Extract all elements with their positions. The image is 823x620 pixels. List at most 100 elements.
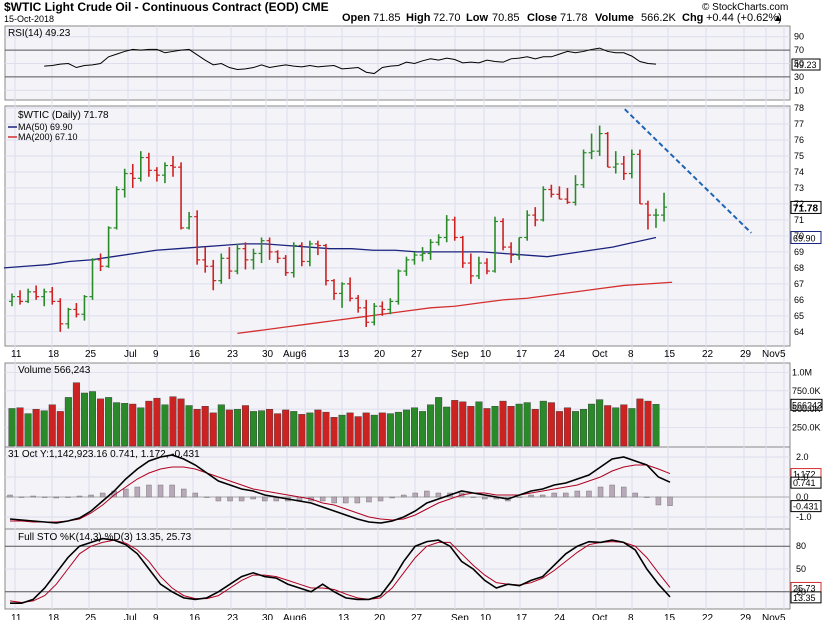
rsi-tick: 30: [794, 72, 804, 82]
x-tick-label: 23: [227, 349, 239, 360]
x-tick-label-bottom: Nov: [762, 613, 780, 620]
volume-bar: [531, 408, 539, 447]
volume-bar: [588, 403, 596, 447]
volume-bar: [185, 405, 193, 447]
volume-bar: [467, 406, 475, 447]
up-arrow-icon: ▲: [773, 13, 783, 24]
macd-hist-bar: [482, 496, 488, 500]
brand-watermark[interactable]: © StockCharts.com: [702, 2, 788, 13]
volume-bar: [72, 382, 80, 447]
macd-hist-bar: [250, 496, 256, 500]
x-tick-label: 6: [301, 349, 307, 360]
ma200-line: [237, 281, 673, 335]
x-tick-label-bottom: 17: [516, 613, 528, 620]
x-tick-label-bottom: 8: [628, 613, 634, 620]
low-label: Low: [466, 12, 488, 24]
rsi-tick: 90: [794, 32, 804, 42]
macd-hist-bar: [192, 492, 198, 498]
volume-bar: [298, 414, 306, 447]
panels: [4, 25, 791, 610]
stoch-k-line: [10, 537, 671, 605]
high-value: 72.70: [433, 12, 461, 24]
volume-bar: [491, 406, 499, 447]
x-tick-label-bottom: 9: [153, 613, 159, 620]
volume-bar: [137, 407, 145, 447]
stoch-tick: 50: [796, 564, 806, 574]
price-plot: 71.78 69.90: [3, 108, 822, 335]
price-tick: 74: [794, 167, 804, 177]
macd-hist-bar: [516, 496, 523, 498]
x-tick-label: 22: [702, 349, 714, 360]
price-tick: 66: [794, 295, 804, 305]
macd-hist-bar: [123, 488, 129, 498]
x-tick-label-bottom: 20: [374, 613, 386, 620]
ma200-legend: MA(200) 67.10: [18, 132, 78, 142]
volume-plot: 566243: [8, 382, 823, 447]
x-tick-label: 29: [740, 349, 752, 360]
x-tick-label: 16: [189, 349, 201, 360]
macd-hist-bar: [42, 496, 48, 498]
x-tick-label: Aug: [283, 349, 301, 360]
macd-hist-bar: [609, 484, 615, 498]
volume-bar: [644, 400, 652, 447]
last-price-box: [790, 200, 822, 214]
rsi-last-label: 49.23: [794, 60, 817, 70]
volume-bar: [314, 409, 322, 447]
volume-bar: [322, 411, 330, 447]
volume-bar: [217, 404, 225, 447]
x-tick-label-bottom: 11: [11, 613, 22, 620]
chg-value: +0.44 (+0.62%): [706, 12, 782, 24]
x-tick-label: 9: [153, 349, 159, 360]
stoch-value-label: 13.35: [793, 593, 816, 603]
volume-bar: [97, 398, 105, 447]
volume-bar: [572, 411, 580, 447]
x-tick-label-bottom: 10: [480, 613, 492, 620]
volume-bar: [596, 399, 604, 447]
macd-hist-bar: [180, 488, 187, 498]
stoch-legend: Full STO %K(14,3) %D(3) 13.35, 25.73: [18, 532, 192, 543]
macd-hist-bar: [7, 494, 13, 498]
macd-hist-bar: [227, 496, 233, 502]
volume-bar: [169, 396, 177, 447]
price-tick: 64: [794, 327, 804, 337]
volume-bar: [161, 404, 169, 447]
vol-tick: 500.0K: [792, 404, 821, 414]
ma50-line: [3, 236, 657, 269]
volume-bar: [225, 409, 233, 447]
macd-tick: -1.0: [796, 512, 812, 522]
volume-bar: [282, 409, 290, 447]
x-tick-label: 18: [48, 349, 60, 360]
x-tick-label: Jul: [124, 349, 137, 360]
x-tick-label-bottom: Sep: [451, 613, 469, 620]
volume-bar: [435, 397, 443, 447]
volume-bar: [80, 392, 88, 447]
macd-hist-bar: [215, 496, 222, 502]
x-tick-label: Sep: [451, 349, 469, 360]
open-value: 71.85: [373, 12, 401, 24]
volume-bar: [394, 411, 402, 447]
volume-bar: [56, 411, 64, 447]
x-tick-label: 24: [554, 349, 566, 360]
volume-bar: [555, 411, 563, 447]
macd-hist-bar: [563, 492, 569, 498]
volume-value: 566.2K: [641, 12, 677, 24]
macd-hist-bar: [146, 484, 152, 498]
macd-hist-bar: [597, 486, 604, 498]
volume-bar: [121, 403, 129, 447]
macd-value-label: 0.741: [793, 478, 816, 488]
macd-hist-bar: [528, 494, 534, 498]
x-tick-label: Oct: [592, 349, 608, 360]
volume-bar: [539, 400, 547, 447]
price-tick: 78: [794, 103, 804, 113]
macd-hist-bar: [400, 494, 407, 498]
macd-hist-bar: [157, 484, 164, 498]
macd-signal-line: [10, 464, 671, 523]
macd-hist-bar: [632, 492, 638, 498]
vol-tick: 750.0K: [792, 386, 821, 396]
volume-bar: [604, 405, 612, 447]
volume-bar: [306, 412, 314, 447]
macd-hist-bar: [30, 495, 36, 498]
macd-hist-bar: [412, 492, 418, 498]
macd-value-box: [790, 500, 822, 513]
